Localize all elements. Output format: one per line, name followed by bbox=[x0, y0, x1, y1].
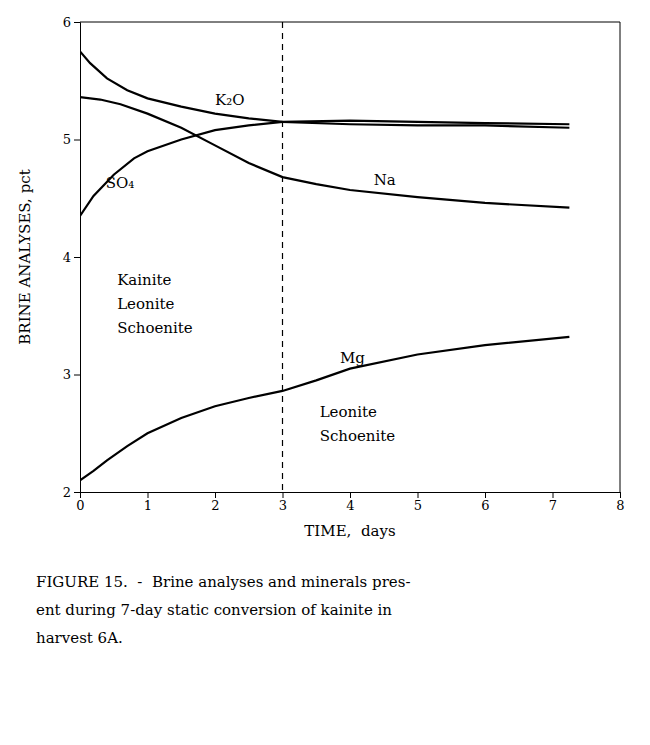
x-axis-tick-label: 1 bbox=[144, 498, 152, 513]
x-axis-line bbox=[81, 493, 621, 499]
y-axis-tick-label: 5 bbox=[63, 132, 71, 147]
annotation-line: Schoenite bbox=[117, 319, 193, 337]
x-axis-tick-label: 5 bbox=[414, 498, 422, 513]
x-axis-tick-mark bbox=[215, 492, 216, 498]
annotation-line: Leonite bbox=[117, 295, 174, 313]
x-axis-tick: 0 bbox=[76, 492, 84, 513]
y-axis-tick: 2 bbox=[63, 485, 80, 500]
x-axis-tick-mark bbox=[350, 492, 351, 498]
x-axis-tick-mark bbox=[148, 492, 149, 498]
caption: FIGURE 15. - Brine analyses and minerals… bbox=[36, 573, 410, 591]
x-axis-tick-label: 8 bbox=[616, 498, 624, 513]
curve-label: K₂O bbox=[215, 91, 245, 109]
frame-top bbox=[80, 22, 620, 23]
curve-label: Na bbox=[374, 171, 396, 189]
y-axis: 2 3 4 5 6 bbox=[63, 15, 81, 500]
y-axis-tick: 3 bbox=[63, 367, 80, 382]
y-axis-tick: 6 bbox=[63, 15, 80, 30]
x-axis-tick: 4 bbox=[346, 492, 354, 513]
reference-line bbox=[282, 22, 283, 492]
annotation: Leonite Schoenite bbox=[320, 403, 396, 445]
x-axis-tick-label: 6 bbox=[481, 498, 489, 513]
y-axis-tick-mark bbox=[74, 140, 80, 141]
series-line bbox=[80, 337, 569, 480]
x-axis-tick-label: 7 bbox=[549, 498, 557, 513]
y-axis-tick-mark bbox=[74, 257, 80, 258]
caption: ent during 7-day static conversion of ka… bbox=[36, 601, 392, 619]
x-axis-title: TIME, days bbox=[304, 522, 395, 540]
y-axis-line bbox=[74, 23, 81, 493]
x-axis-tick-mark bbox=[418, 492, 419, 498]
annotation-line: Kainite bbox=[117, 271, 171, 289]
x-axis: 0 1 2 3 4 5 6 7 8 bbox=[76, 492, 624, 513]
annotation-line: Leonite bbox=[320, 403, 377, 421]
annotation-line: Schoenite bbox=[320, 427, 396, 445]
y-axis-tick-mark bbox=[74, 492, 80, 493]
series-line bbox=[80, 97, 569, 207]
y-axis-tick-label: 3 bbox=[63, 367, 71, 382]
x-axis-tick-label: 0 bbox=[76, 498, 84, 513]
y-axis-title: BRINE ANALYSES, pct bbox=[16, 169, 34, 344]
x-axis-tick: 1 bbox=[144, 492, 152, 513]
plot: 0 1 2 3 4 5 6 7 8 2 3 4 5 6 TIME, days BRINE ANALYSES, … bbox=[16, 15, 625, 540]
marks bbox=[80, 22, 569, 492]
series-line bbox=[80, 121, 569, 216]
x-axis-tick: 3 bbox=[279, 492, 287, 513]
x-axis-tick: 2 bbox=[211, 492, 219, 513]
curve-label: SO₄ bbox=[106, 174, 135, 192]
annotation: Kainite Leonite Schoenite bbox=[117, 271, 193, 337]
y-axis-tick-mark bbox=[74, 22, 80, 23]
y-axis-tick-label: 2 bbox=[63, 485, 71, 500]
y-axis-tick-label: 6 bbox=[63, 15, 71, 30]
x-axis-tick-mark bbox=[485, 492, 486, 498]
curve-label: Mg bbox=[340, 349, 365, 367]
caption: harvest 6A. bbox=[36, 629, 123, 647]
y-axis-tick: 5 bbox=[63, 132, 80, 147]
x-axis-tick: 8 bbox=[616, 492, 624, 513]
x-axis-tick-label: 4 bbox=[346, 498, 354, 513]
y-axis-tick-label: 4 bbox=[63, 250, 71, 265]
x-axis-tick-label: 3 bbox=[279, 498, 287, 513]
y-axis-tick-mark bbox=[74, 375, 80, 376]
y-axis-tick: 4 bbox=[63, 250, 80, 265]
chart: 0 1 2 3 4 5 6 7 8 2 3 4 5 6 TIME, days BRINE ANALYSES, … bbox=[0, 0, 650, 745]
x-axis-tick-mark bbox=[283, 492, 284, 498]
x-axis-tick: 5 bbox=[414, 492, 422, 513]
frame-right bbox=[620, 22, 621, 492]
x-axis-tick-mark bbox=[620, 492, 621, 498]
x-axis-tick-mark bbox=[553, 492, 554, 498]
x-axis-tick: 7 bbox=[549, 492, 557, 513]
x-axis-tick-label: 2 bbox=[211, 498, 219, 513]
x-axis-tick: 6 bbox=[481, 492, 489, 513]
